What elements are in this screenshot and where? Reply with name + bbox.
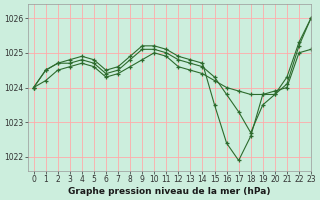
X-axis label: Graphe pression niveau de la mer (hPa): Graphe pression niveau de la mer (hPa) — [68, 187, 270, 196]
